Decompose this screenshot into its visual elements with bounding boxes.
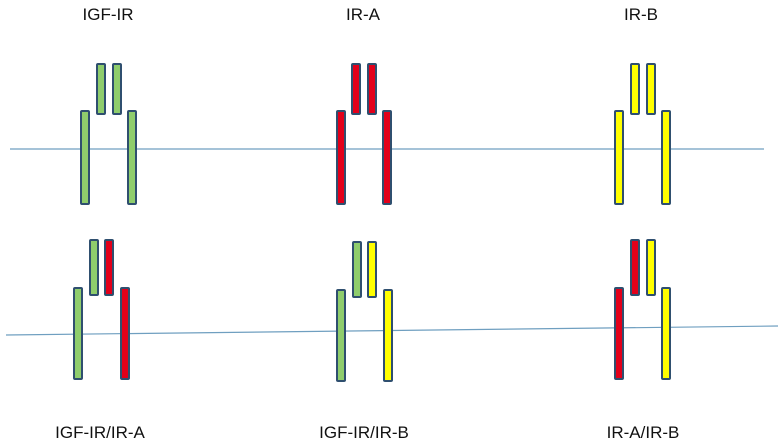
- label-igf-ir-ir-a: IGF-IR/IR-A: [55, 423, 145, 442]
- ir-a-ir-b-right-outer-chain: [661, 287, 671, 380]
- receptor-igf-ir: [80, 63, 137, 205]
- ir-a-right-inner-chain: [367, 63, 377, 115]
- ir-a-right-outer-chain: [382, 110, 392, 205]
- ir-a-left-inner-chain: [351, 63, 361, 115]
- receptor-igf-ir-ir-a: [73, 239, 130, 380]
- ir-b-left-outer-chain: [614, 110, 624, 205]
- label-igf-ir-ir-b: IGF-IR/IR-B: [319, 423, 409, 442]
- label-ir-a: IR-A: [346, 5, 381, 24]
- igf-ir-ir-a-left-inner-chain: [89, 239, 99, 296]
- igf-ir-right-outer-chain: [127, 110, 137, 205]
- label-igf-ir: IGF-IR: [83, 5, 134, 24]
- igf-ir-ir-a-right-inner-chain: [104, 239, 114, 296]
- ir-a-ir-b-left-inner-chain: [630, 239, 640, 296]
- igf-ir-ir-b-left-inner-chain: [352, 241, 362, 298]
- igf-ir-ir-b-right-outer-chain: [383, 289, 393, 382]
- igf-ir-ir-b-left-outer-chain: [336, 289, 346, 382]
- ir-a-ir-b-left-outer-chain: [614, 287, 624, 380]
- receptor-ir-a: [336, 63, 392, 205]
- ir-a-left-outer-chain: [336, 110, 346, 205]
- igf-ir-ir-a-right-outer-chain: [120, 287, 130, 380]
- receptor-ir-b: [614, 63, 671, 205]
- igf-ir-ir-a-left-outer-chain: [73, 287, 83, 380]
- ir-b-right-outer-chain: [661, 110, 671, 205]
- label-ir-a-ir-b: IR-A/IR-B: [607, 423, 680, 442]
- ir-a-ir-b-right-inner-chain: [646, 239, 656, 296]
- receptor-ir-a-ir-b: [614, 239, 671, 380]
- ir-b-left-inner-chain: [630, 63, 640, 115]
- ir-b-right-inner-chain: [646, 63, 656, 115]
- igf-ir-left-outer-chain: [80, 110, 90, 205]
- label-ir-b: IR-B: [624, 5, 658, 24]
- igf-ir-ir-b-right-inner-chain: [367, 241, 377, 298]
- igf-ir-right-inner-chain: [112, 63, 122, 115]
- igf-ir-left-inner-chain: [96, 63, 106, 115]
- receptor-igf-ir-ir-b: [336, 241, 393, 382]
